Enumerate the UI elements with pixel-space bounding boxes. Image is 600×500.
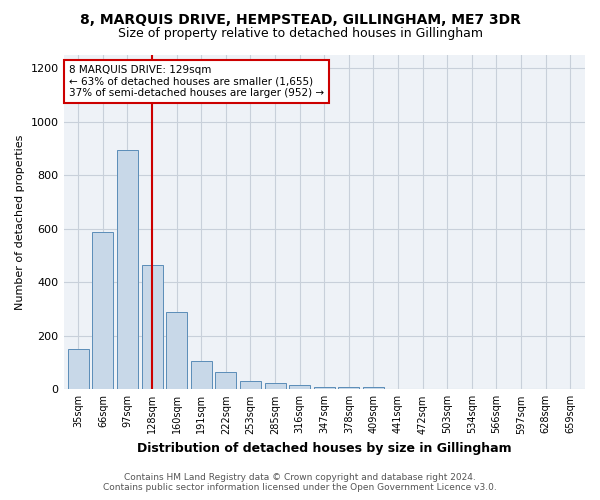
Text: 8 MARQUIS DRIVE: 129sqm
← 63% of detached houses are smaller (1,655)
37% of semi: 8 MARQUIS DRIVE: 129sqm ← 63% of detache…	[69, 65, 324, 98]
Text: Size of property relative to detached houses in Gillingham: Size of property relative to detached ho…	[118, 28, 482, 40]
Bar	[338, 386, 359, 390]
Bar	[191, 361, 212, 390]
X-axis label: Distribution of detached houses by size in Gillingham: Distribution of detached houses by size …	[137, 442, 512, 455]
Bar	[142, 265, 163, 390]
Text: Contains HM Land Registry data © Crown copyright and database right 2024.
Contai: Contains HM Land Registry data © Crown c…	[103, 473, 497, 492]
Text: 8, MARQUIS DRIVE, HEMPSTEAD, GILLINGHAM, ME7 3DR: 8, MARQUIS DRIVE, HEMPSTEAD, GILLINGHAM,…	[80, 12, 520, 26]
Bar	[166, 312, 187, 390]
Bar	[92, 232, 113, 390]
Y-axis label: Number of detached properties: Number of detached properties	[15, 134, 25, 310]
Bar	[240, 382, 261, 390]
Bar	[215, 372, 236, 390]
Bar	[363, 386, 384, 390]
Bar	[68, 349, 89, 390]
Bar	[265, 382, 286, 390]
Bar	[289, 386, 310, 390]
Bar	[314, 386, 335, 390]
Bar	[117, 150, 138, 390]
